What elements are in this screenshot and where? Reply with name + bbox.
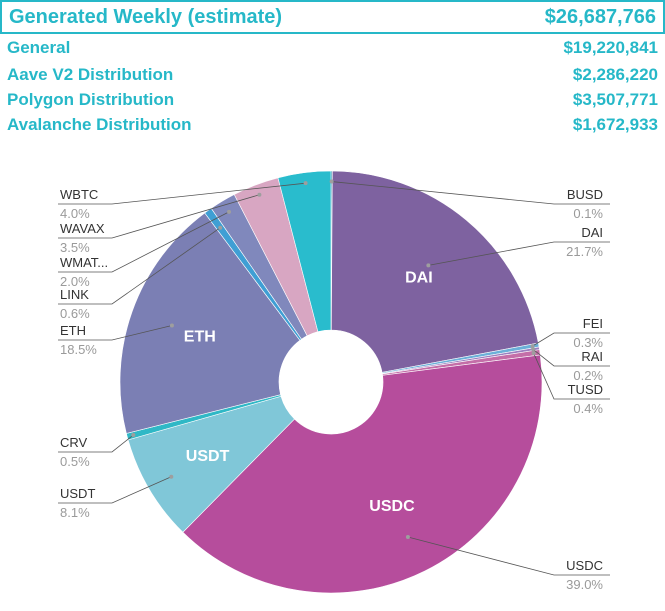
- total-label: Generated Weekly (estimate): [9, 6, 283, 28]
- leader-dot-busd: [329, 179, 334, 184]
- slice-percent-fei: 0.3%: [573, 335, 603, 350]
- inside-labels: DAI USDC USDT ETH: [184, 270, 433, 515]
- slice-percent-wbtc: 4.0%: [60, 206, 90, 221]
- leader-line-usdt: [58, 476, 172, 504]
- donut-slices: [119, 170, 543, 594]
- slice-label-usdt: USDT: [60, 486, 95, 501]
- slice-percent-eth: 18.5%: [60, 342, 97, 357]
- summary-row-label: Polygon Distribution: [7, 90, 175, 109]
- leader-dot-fei: [530, 344, 535, 349]
- leader-dot-eth: [169, 323, 174, 328]
- summary-total-row: Generated Weekly (estimate) $26,687,766: [0, 0, 665, 34]
- slice-percent-link: 0.6%: [60, 306, 90, 321]
- leader-line-dai: [428, 241, 610, 266]
- slice-label-rai: RAI: [581, 349, 603, 364]
- leader-dot-crv: [131, 433, 136, 438]
- inside-label-usdt: USDT: [186, 448, 230, 465]
- summary-row-value: $1,672,933: [572, 115, 658, 134]
- summary-row-value: $3,507,771: [572, 90, 658, 109]
- leader-line-crv: [58, 434, 134, 453]
- slice-label-dai: DAI: [581, 225, 603, 240]
- slice-percent-usdt: 8.1%: [60, 505, 90, 520]
- slice-percent-wmat: 2.0%: [60, 274, 90, 289]
- leader-line-fei: [532, 332, 610, 347]
- inside-label-eth: ETH: [184, 328, 216, 345]
- slice-label-wbtc: WBTC: [60, 187, 98, 202]
- revenue-summary: Generated Weekly (estimate) $26,687,766 …: [0, 0, 665, 140]
- slice-eth: [119, 212, 301, 434]
- slice-percent-busd: 0.1%: [573, 206, 603, 221]
- token-distribution-donut-chart: BUSD 0.1% DAI 21.7% FEI 0.3%RAI 0.2%TUSD 0.4% US…: [58, 170, 610, 594]
- summary-row-value: $19,220,841: [563, 38, 658, 57]
- summary-row-avalanche: Avalanche Distribution $1,672,933: [0, 112, 665, 137]
- inside-label-usdc: USDC: [369, 498, 415, 515]
- leader-line-usdc: [407, 536, 610, 576]
- leader-lines: [58, 179, 610, 576]
- slice-label-crv: CRV: [60, 435, 88, 450]
- slice-label-fei: FEI: [583, 316, 603, 331]
- slice-percent-dai: 21.7%: [566, 244, 603, 259]
- leader-line-link: [58, 227, 221, 305]
- slice-labels: BUSD 0.1% DAI 21.7% FEI 0.3%RAI 0.2%TUSD 0.4% US…: [60, 187, 603, 592]
- slice-label-wavax: WAVAX: [60, 221, 105, 236]
- summary-row-value: $2,286,220: [572, 65, 658, 84]
- inside-label-dai: DAI: [405, 270, 433, 287]
- summary-row-polygon: Polygon Distribution $3,507,771: [0, 87, 665, 112]
- slice-percent-tusd: 0.4%: [573, 401, 603, 416]
- leader-dot-wmat: [227, 209, 232, 214]
- leader-dot-usdt: [169, 474, 174, 479]
- summary-row-label: Avalanche Distribution: [7, 115, 192, 134]
- leader-dot-dai: [426, 263, 431, 268]
- summary-row-general: General $19,220,841: [0, 35, 665, 60]
- slice-label-eth: ETH: [60, 323, 86, 338]
- leader-dot-wbtc: [303, 181, 308, 186]
- leader-dot-usdc: [405, 534, 410, 539]
- leader-line-wbtc: [58, 182, 306, 205]
- slice-percent-crv: 0.5%: [60, 454, 90, 469]
- leader-line-busd: [331, 181, 610, 205]
- slice-label-tusd: TUSD: [568, 382, 603, 397]
- leader-dot-link: [218, 225, 223, 230]
- leader-line-wavax: [58, 194, 260, 239]
- leader-dot-tusd: [531, 351, 536, 356]
- summary-row-aave-v2: Aave V2 Distribution $2,286,220: [0, 62, 665, 87]
- slice-percent-wavax: 3.5%: [60, 240, 90, 255]
- slice-label-link: LINK: [60, 287, 89, 302]
- slice-percent-usdc: 39.0%: [566, 577, 603, 592]
- slice-label-wmat: WMAT...: [60, 255, 108, 270]
- leader-line-wmat: [58, 211, 230, 273]
- summary-row-label: Aave V2 Distribution: [7, 65, 174, 84]
- slice-dai: [331, 170, 539, 373]
- slice-usdc: [182, 354, 543, 594]
- slice-wbtc: [277, 170, 332, 333]
- leader-line-tusd: [533, 353, 610, 400]
- leader-line-rai: [532, 348, 610, 367]
- summary-row-label: General: [7, 38, 71, 57]
- leader-dot-rai: [531, 347, 536, 352]
- slice-label-busd: BUSD: [567, 187, 603, 202]
- slice-percent-rai: 0.2%: [573, 368, 603, 383]
- slice-label-usdc: USDC: [566, 558, 603, 573]
- leader-dot-wavax: [257, 192, 262, 197]
- leader-line-eth: [58, 325, 173, 341]
- total-value: $26,687,766: [544, 6, 656, 28]
